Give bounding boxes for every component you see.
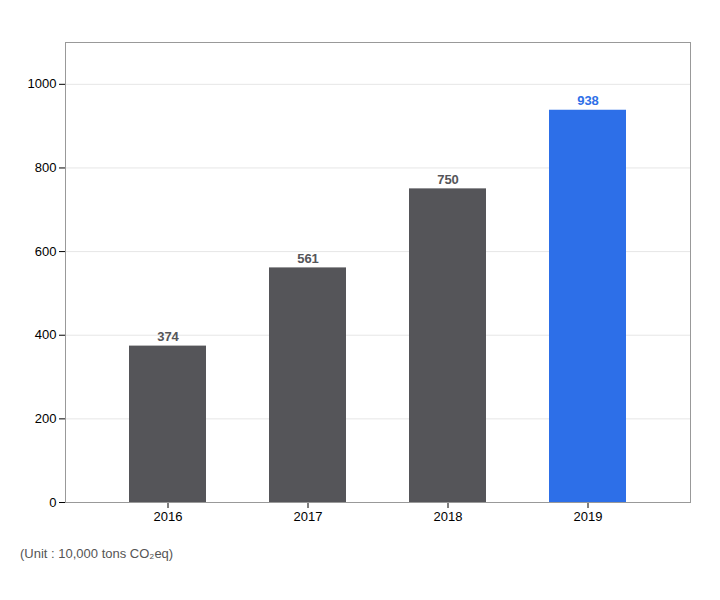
svg-text:800: 800 — [35, 160, 57, 175]
svg-text:200: 200 — [35, 411, 57, 426]
svg-text:1000: 1000 — [28, 76, 57, 91]
svg-text:2017: 2017 — [294, 509, 323, 524]
svg-text:2018: 2018 — [434, 509, 463, 524]
svg-text:600: 600 — [35, 244, 57, 259]
html-text:(Unit : 10,000 tons CO₂eq): (Unit : 10,000 tons CO₂eq) — [20, 546, 174, 561]
svg-text:374: 374 — [157, 329, 179, 344]
svg-text:561: 561 — [297, 251, 319, 266]
svg-text:0: 0 — [49, 495, 56, 510]
svg-text:400: 400 — [35, 327, 57, 342]
svg-text:938: 938 — [577, 93, 599, 108]
svg-text:2019: 2019 — [574, 509, 603, 524]
svg-text:750: 750 — [437, 172, 459, 187]
svg-text:2016: 2016 — [154, 509, 183, 524]
